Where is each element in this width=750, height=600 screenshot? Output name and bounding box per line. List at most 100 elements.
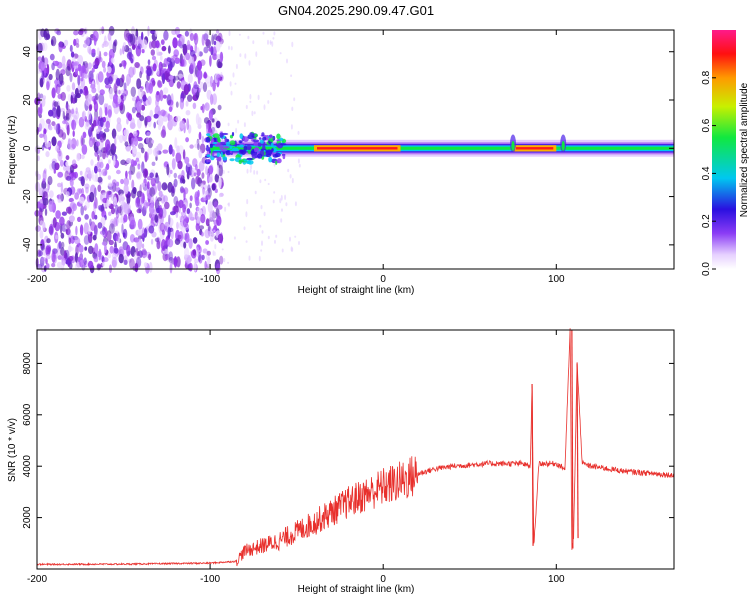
noise-blob [195, 113, 200, 125]
noise-blob [152, 63, 157, 72]
noise-blob [142, 168, 149, 179]
noise-blob [126, 244, 131, 257]
noise-blob [101, 168, 108, 177]
noise-blob [183, 84, 190, 96]
noise-blob [131, 44, 136, 50]
noise-blob [219, 194, 221, 198]
noise-blob [130, 219, 137, 230]
noise-blob [216, 215, 222, 226]
noise-blob [103, 66, 107, 73]
x-tick-label: 0 [380, 274, 386, 285]
noise-blob [177, 40, 182, 47]
noise-blob [130, 246, 136, 257]
noise-blob [235, 63, 238, 70]
noise-blob [97, 222, 103, 229]
noise-blob [130, 86, 136, 98]
noise-blob [161, 182, 168, 191]
noise-blob [127, 113, 133, 122]
noise-blob [77, 74, 81, 80]
noise-blob [137, 229, 143, 236]
noise-blob [69, 202, 76, 209]
noise-blob [113, 145, 117, 150]
noise-blob [76, 188, 81, 196]
onset-blob [271, 148, 274, 152]
noise-blob [129, 33, 136, 46]
onset-blob [269, 134, 273, 139]
noise-blob [162, 94, 167, 99]
snr-spike [576, 363, 579, 539]
noise-blob [204, 260, 207, 270]
noise-blob [285, 202, 288, 207]
noise-blob [60, 91, 66, 101]
noise-blob [182, 43, 188, 56]
snr-data [36, 328, 675, 567]
noise-blob [74, 263, 80, 270]
noise-blob [115, 216, 119, 227]
noise-blob [72, 61, 79, 66]
noise-blob [42, 169, 47, 182]
noise-blob [91, 67, 95, 73]
noise-blob [113, 155, 116, 166]
noise-blob [102, 40, 109, 48]
noise-blob [118, 89, 121, 95]
noise-blob [135, 197, 140, 204]
onset-blob [229, 140, 236, 146]
noise-blob [66, 220, 71, 230]
noise-blob [57, 255, 63, 260]
noise-blob [97, 154, 100, 162]
onset-blob [262, 145, 266, 150]
noise-blob [66, 175, 72, 181]
noise-blob [163, 87, 169, 94]
noise-blob [115, 235, 119, 242]
noise-blob [198, 225, 205, 230]
noise-blob [114, 136, 117, 147]
noise-blob [290, 124, 293, 130]
noise-blob [148, 82, 153, 94]
noise-blob [128, 169, 132, 181]
noise-blob [95, 173, 99, 183]
y-tick-label: 2000 [22, 506, 33, 529]
noise-blob [217, 164, 224, 177]
noise-blob [177, 160, 183, 170]
noise-blob [196, 246, 200, 258]
noise-blob [136, 171, 142, 180]
noise-blob [245, 240, 248, 243]
noise-blob [137, 87, 144, 98]
noise-blob [70, 171, 77, 181]
noise-blob [85, 186, 89, 194]
noise-blob [182, 149, 186, 160]
noise-blob [141, 243, 145, 249]
noise-blob [105, 120, 111, 129]
noise-blob [116, 117, 122, 125]
noise-blob [54, 79, 60, 85]
noise-blob [119, 135, 124, 144]
noise-blob [91, 48, 96, 54]
noise-blob [122, 42, 127, 51]
noise-blob [136, 136, 143, 142]
onset-blob [246, 147, 252, 150]
noise-blob [113, 247, 119, 254]
noise-blob [196, 47, 200, 58]
noise-blob [281, 208, 283, 212]
x-tick-label: -100 [200, 274, 220, 285]
noise-blob [46, 81, 50, 91]
noise-blob [57, 149, 63, 162]
noise-blob [75, 107, 78, 115]
x-tick-label: 100 [548, 574, 565, 585]
noise-blob [193, 172, 197, 177]
noise-blob [134, 262, 139, 273]
noise-blob [96, 47, 100, 56]
noise-blob [108, 190, 112, 195]
noise-blob [161, 125, 166, 137]
noise-blob [113, 217, 117, 227]
noise-blob [246, 199, 249, 205]
noise-blob [209, 210, 216, 221]
noise-blob [36, 68, 42, 74]
noise-blob [148, 253, 152, 260]
noise-blob [197, 207, 201, 214]
onset-blob [265, 149, 273, 155]
noise-blob [293, 97, 296, 102]
noise-blob [157, 115, 164, 127]
noise-blob [56, 105, 61, 118]
noise-blob [187, 94, 193, 102]
